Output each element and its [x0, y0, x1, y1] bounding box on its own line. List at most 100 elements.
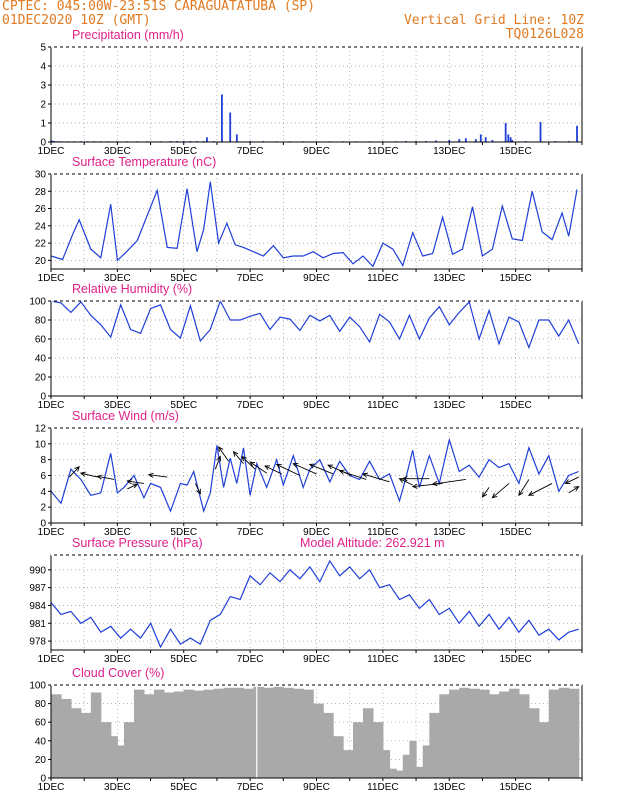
x-tick-label: 11DEC — [367, 782, 399, 793]
cloud-cover-bar — [124, 722, 135, 778]
wind-arrow-head — [491, 492, 498, 499]
wind-arrow-head — [431, 481, 438, 487]
wind-arrow-head — [518, 490, 524, 497]
precip-bar — [464, 138, 467, 142]
y-tick-label: 3 — [40, 81, 46, 92]
x-tick-label: 15DEC — [500, 273, 532, 284]
y-tick-label: 0 — [40, 392, 46, 403]
cloud-cover-bar — [263, 687, 274, 778]
wind-arrow-shaft — [241, 456, 256, 470]
cloud-cover-bar — [422, 745, 430, 778]
x-tick-label: 3DEC — [104, 400, 131, 411]
precip-bar — [50, 140, 53, 142]
precip-bar — [474, 139, 477, 142]
panel-title: Relative Humidity (%) — [72, 282, 192, 296]
wind-arrow-shaft — [127, 483, 138, 490]
y-tick-label: 10 — [35, 439, 47, 450]
wind-arrow-head — [308, 463, 315, 469]
wind-arrow-head — [232, 450, 239, 457]
cloud-cover-bar — [479, 689, 490, 778]
cloud-cover-bar — [100, 722, 112, 778]
precip-bar — [435, 140, 437, 142]
cloud-cover-bar — [110, 736, 118, 778]
x-tick-label: 3DEC — [104, 146, 131, 157]
wind-arrow-shaft — [399, 478, 413, 486]
y-tick-label: 987 — [29, 583, 46, 594]
x-tick-label: 5DEC — [170, 654, 197, 665]
wind-arrow-shaft — [249, 461, 267, 474]
wind-arrow-shaft — [264, 465, 282, 475]
cloud-cover-bar — [429, 712, 440, 778]
cloud-cover-bar — [303, 689, 314, 778]
x-tick-label: 5DEC — [170, 527, 197, 538]
cloud-cover-bar — [538, 722, 550, 778]
precip-bar — [221, 94, 223, 142]
x-tick-label: 15DEC — [500, 782, 532, 793]
y-tick-label: 80 — [35, 316, 47, 327]
cloud-cover-bar — [416, 766, 424, 778]
cloud-cover-bar — [51, 694, 62, 778]
cloud-cover-bar — [233, 687, 245, 778]
y-tick-label: 12 — [35, 424, 47, 435]
x-tick-label: 9DEC — [303, 782, 330, 793]
wind-arrow-shaft — [482, 487, 490, 498]
y-tick-label: 5 — [40, 43, 46, 54]
cloud-cover-bar — [273, 686, 284, 778]
y-tick-label: 26 — [35, 204, 47, 215]
wind-arrow-shaft — [80, 472, 98, 478]
cloud-cover-bar — [459, 687, 470, 778]
y-tick-label: 6 — [40, 471, 46, 482]
y-tick-label: 20 — [35, 256, 47, 267]
cloud-cover-bar — [313, 703, 324, 778]
precip-bar — [507, 134, 510, 142]
y-tick-label: 100 — [29, 297, 46, 308]
x-tick-label: 11DEC — [367, 273, 399, 284]
wind-arrow-shaft — [362, 473, 390, 483]
x-tick-label: 9DEC — [303, 527, 330, 538]
cloud-cover-bar — [343, 750, 354, 778]
y-tick-label: 1 — [40, 119, 46, 130]
x-tick-label: 1DEC — [38, 146, 65, 157]
y-tick-label: 28 — [35, 187, 47, 198]
x-tick-label: 9DEC — [303, 400, 330, 411]
y-tick-label: 4 — [40, 487, 46, 498]
precip-bar — [539, 122, 542, 142]
x-tick-label: 11DEC — [367, 527, 399, 538]
wind-arrow-head — [481, 491, 488, 498]
y-tick-label: 984 — [29, 601, 46, 612]
cloud-cover-bar — [518, 694, 530, 778]
cloud-cover-bar — [409, 740, 417, 778]
wind-arrow-shaft — [412, 482, 443, 488]
wind-arrow-shaft — [218, 446, 229, 462]
cloud-cover-bar — [489, 694, 500, 778]
y-tick-label: 22 — [35, 239, 47, 250]
cloud-cover-bar — [117, 745, 125, 778]
cloud-cover-bar — [499, 691, 510, 778]
series-line — [50, 181, 578, 268]
y-tick-label: 978 — [29, 637, 46, 648]
panel-title: Precipitation (mm/h) — [72, 28, 184, 42]
y-tick-label: 30 — [35, 170, 47, 181]
precip-bar — [509, 137, 512, 142]
wind-arrow-head — [401, 476, 408, 482]
cloud-cover-bar — [372, 722, 384, 778]
cloud-cover-bar — [396, 770, 404, 778]
cloud-cover-bar — [323, 712, 334, 778]
cloud-cover-bar — [362, 708, 374, 778]
y-tick-label: 990 — [29, 565, 46, 576]
x-tick-label: 13DEC — [433, 400, 465, 411]
wind-arrow-head — [264, 465, 271, 471]
wind-arrow-shaft — [432, 479, 466, 485]
x-tick-label: 3DEC — [104, 654, 131, 665]
cloud-cover-bar — [508, 688, 520, 778]
cloud-cover-bar — [173, 691, 185, 778]
precip-bar — [235, 134, 238, 142]
x-tick-label: 1DEC — [38, 527, 65, 538]
y-tick-label: 0 — [40, 519, 46, 530]
x-tick-label: 11DEC — [367, 400, 399, 411]
precip-bar — [229, 112, 232, 142]
y-tick-label: 100 — [29, 681, 46, 692]
y-tick-label: 20 — [35, 373, 47, 384]
y-tick-label: 40 — [35, 354, 47, 365]
